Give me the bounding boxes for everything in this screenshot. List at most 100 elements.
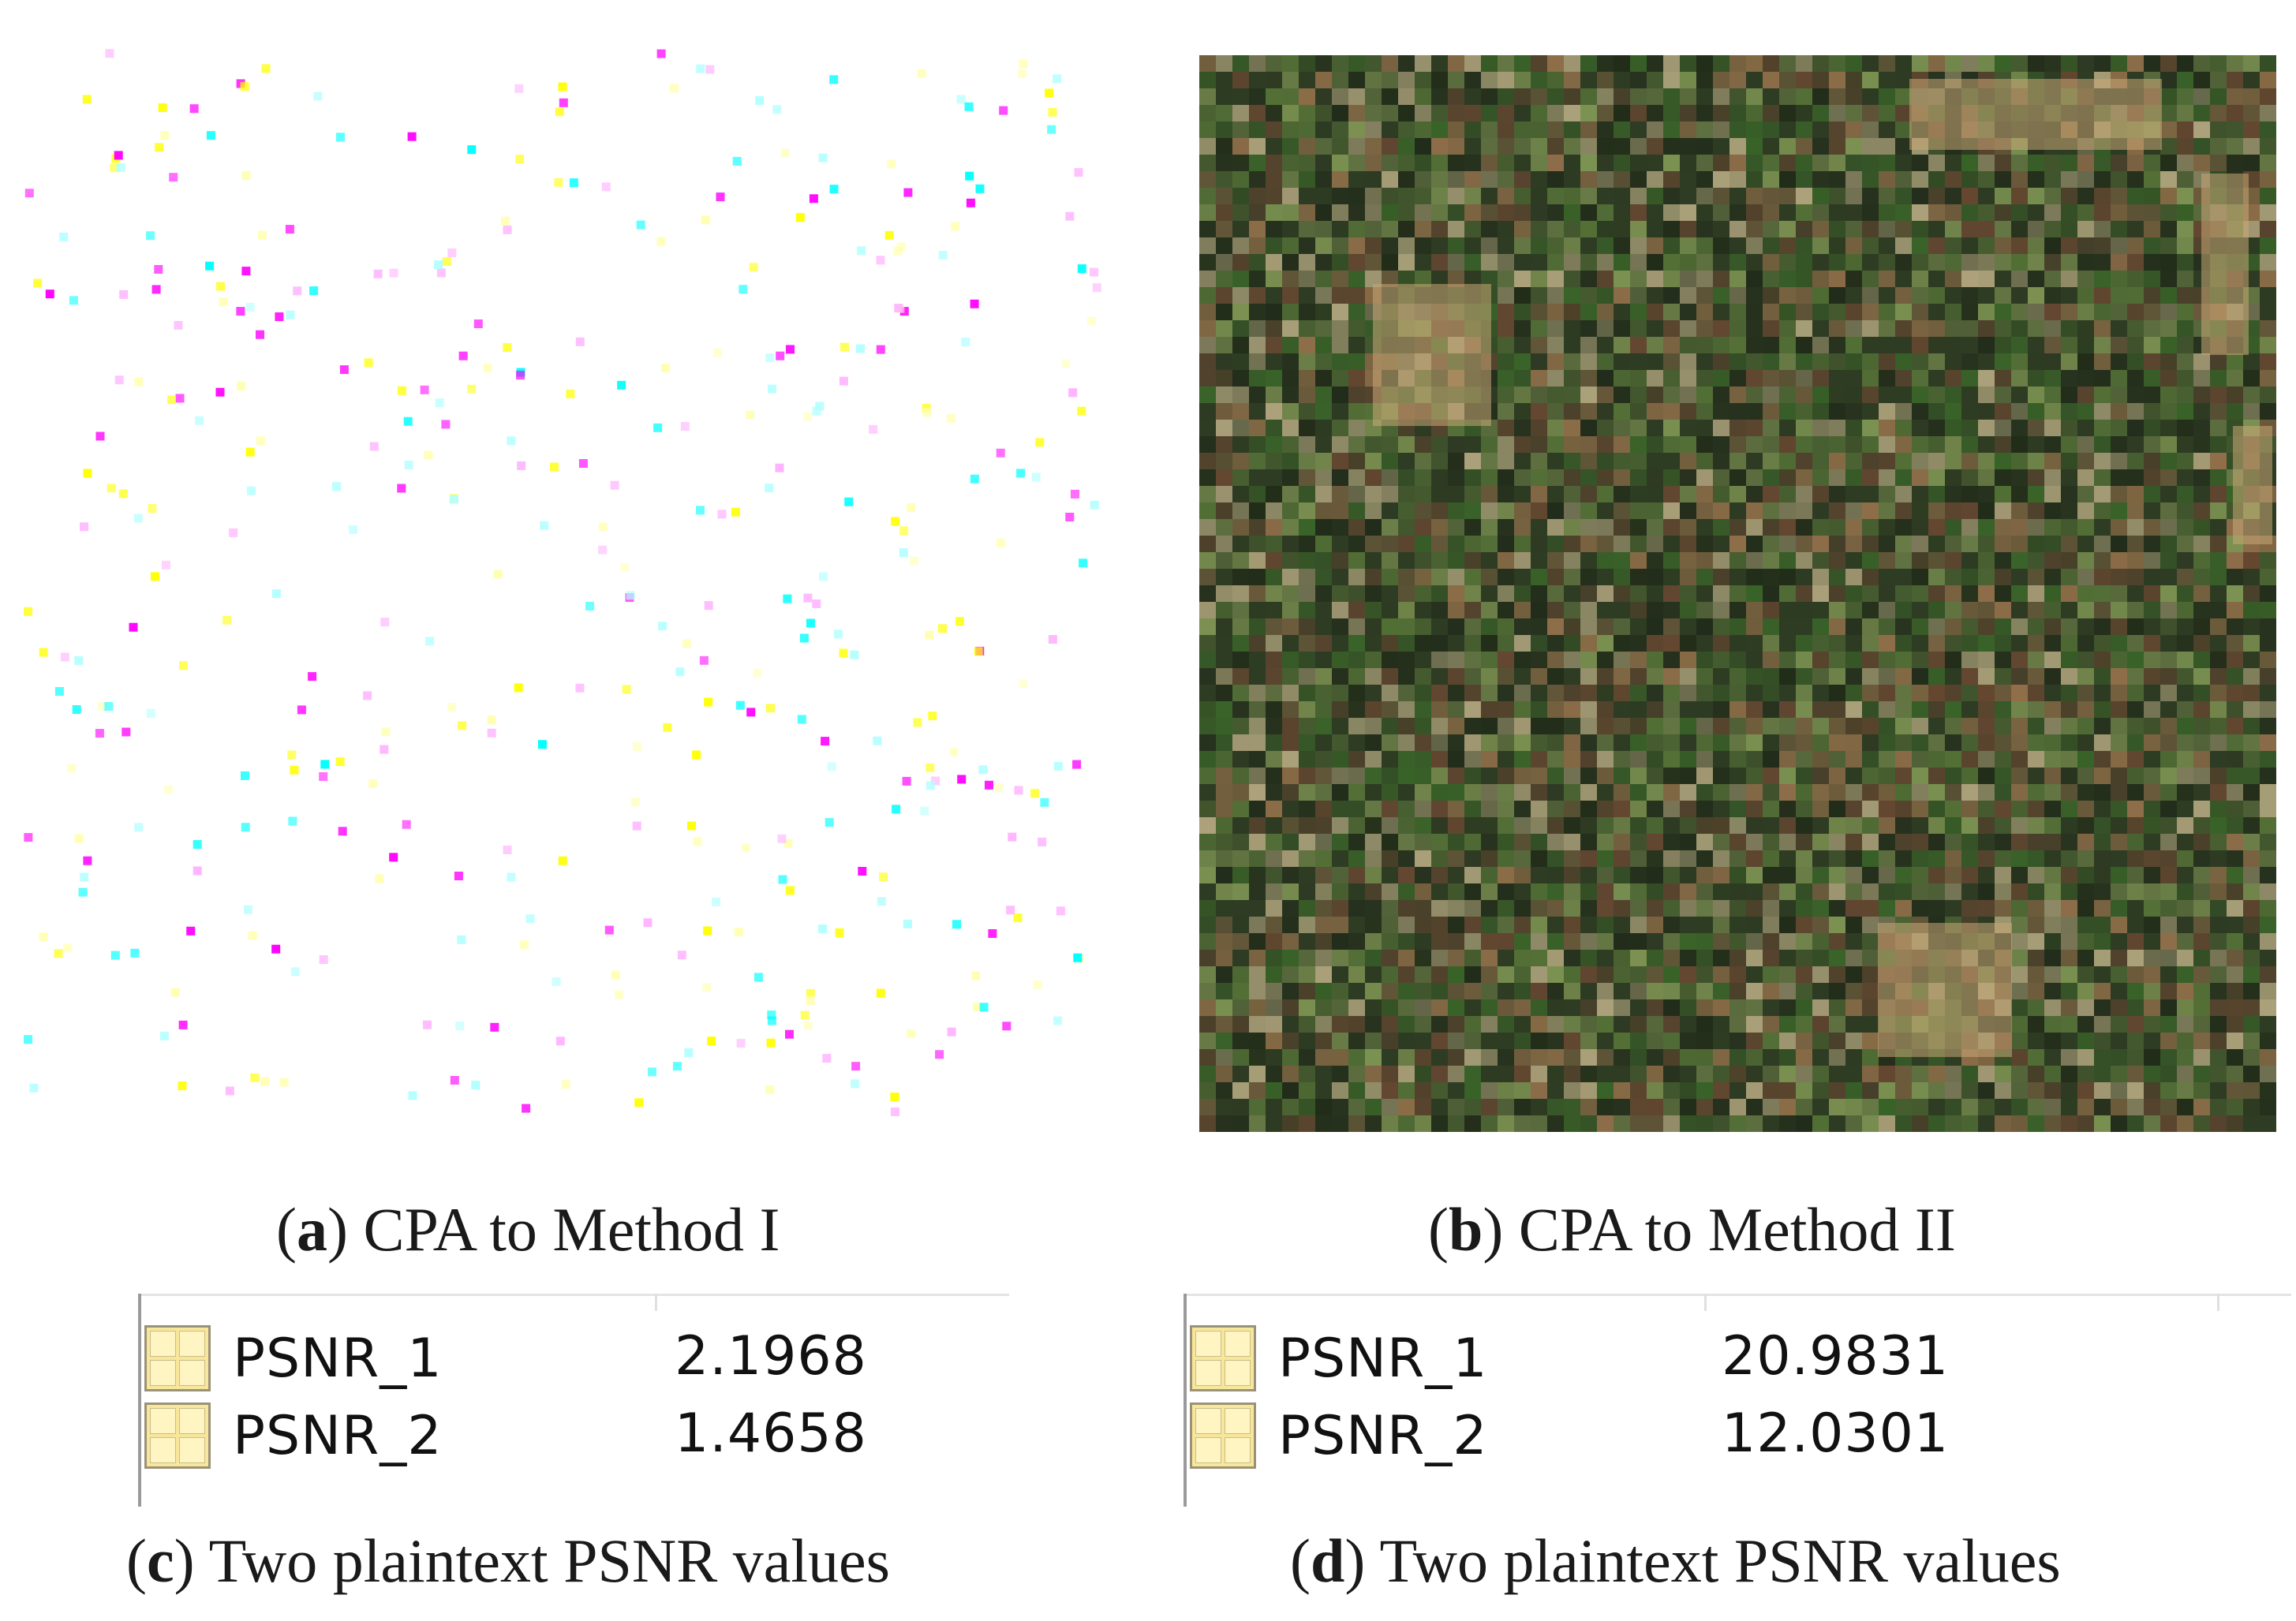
- noise-dot: [179, 661, 188, 670]
- noise-dot: [151, 572, 159, 581]
- noise-dot: [450, 1076, 459, 1085]
- noise-dot: [765, 353, 775, 363]
- noise-dot: [717, 510, 727, 519]
- noise-dot: [884, 230, 894, 240]
- noise-dot: [812, 599, 821, 608]
- noise-dot: [926, 763, 935, 772]
- noise-dot: [160, 131, 170, 140]
- noise-dot: [907, 502, 916, 512]
- cpa-method-2-image: [1199, 55, 2276, 1132]
- noise-dot: [261, 64, 271, 73]
- noise-dot: [24, 1035, 33, 1044]
- noise-dot: [778, 875, 787, 884]
- noise-dot: [753, 668, 762, 678]
- noise-dot: [193, 866, 202, 876]
- noise-dot: [712, 348, 722, 357]
- noise-dot: [146, 231, 155, 241]
- noise-dot: [244, 905, 252, 914]
- noise-dot: [702, 983, 712, 992]
- noise-dot: [119, 289, 129, 299]
- variable-value: 1.4658: [675, 1403, 867, 1465]
- variable-name: PSNR_2: [233, 1404, 443, 1467]
- noise-dot: [891, 1107, 899, 1116]
- noise-dot: [130, 948, 140, 958]
- table-row[interactable]: PSNR_2: [144, 1399, 443, 1472]
- noise-dot: [1053, 1016, 1063, 1025]
- noise-dot: [1074, 168, 1083, 177]
- noise-dot: [83, 856, 92, 865]
- noise-dot: [1065, 513, 1075, 521]
- noise-dot: [471, 1081, 481, 1090]
- noise-dot: [598, 545, 608, 555]
- noise-dot: [308, 672, 317, 682]
- noise-dot: [835, 928, 844, 937]
- noise-dot: [240, 82, 249, 92]
- noise-dot: [514, 84, 524, 93]
- noise-dot: [928, 712, 937, 721]
- noise-dot: [766, 1038, 776, 1048]
- table-row[interactable]: PSNR_1: [1190, 1322, 1488, 1395]
- noise-dot: [772, 105, 782, 114]
- noise-dot: [285, 225, 294, 234]
- psnr-table-d: PSNR_1 20.9831 PSNR_2 12.0301: [1184, 1294, 2296, 1507]
- table-row[interactable]: PSNR_2: [1190, 1399, 1488, 1472]
- noise-dot: [800, 1010, 810, 1020]
- noise-dot: [840, 342, 850, 352]
- noise-dot: [320, 760, 330, 769]
- table-row[interactable]: PSNR_1: [144, 1322, 443, 1395]
- noise-dot: [487, 728, 496, 738]
- noise-dot: [746, 708, 756, 717]
- noise-dot: [72, 705, 81, 714]
- noise-dot: [59, 232, 69, 241]
- noise-dot: [151, 285, 161, 294]
- noise-dot: [271, 589, 281, 599]
- noise-dot: [447, 248, 457, 257]
- noise-dot: [780, 148, 790, 158]
- noise-dot: [705, 65, 715, 74]
- noise-dot: [110, 951, 120, 960]
- noise-dot: [447, 703, 456, 712]
- noise-dot: [522, 1104, 531, 1113]
- noise-dot: [245, 447, 255, 457]
- noise-dot: [107, 484, 116, 493]
- noise-dot: [407, 132, 417, 141]
- table-left-border: [138, 1294, 141, 1507]
- noise-dot: [974, 647, 983, 656]
- noise-dot: [922, 408, 932, 417]
- noise-dot: [1053, 74, 1062, 84]
- noise-dot: [767, 1016, 776, 1025]
- noise-dot: [1048, 107, 1057, 117]
- noise-dot: [82, 95, 92, 104]
- noise-dot: [193, 840, 202, 849]
- noise-dot: [753, 973, 763, 982]
- noise-dot: [219, 297, 228, 307]
- noise-dot: [956, 95, 966, 104]
- noise-dot: [275, 312, 284, 321]
- noise-dot: [425, 637, 435, 646]
- noise-dot: [913, 718, 922, 727]
- noise-dot: [389, 268, 398, 278]
- noise-dot: [80, 872, 89, 882]
- noise-dot: [134, 823, 144, 832]
- noise-dot: [680, 422, 690, 431]
- noise-dot: [677, 951, 686, 960]
- noise-dot: [893, 246, 903, 256]
- noise-dot: [857, 246, 866, 256]
- grid-variable-icon: [144, 1325, 211, 1391]
- noise-dot: [812, 406, 821, 416]
- noise-dot: [288, 816, 297, 826]
- noise-dot: [682, 639, 691, 648]
- noise-dot: [965, 171, 974, 181]
- noise-dot: [1040, 797, 1049, 807]
- noise-dot: [558, 82, 567, 92]
- noise-dot: [955, 617, 964, 626]
- noise-dot: [260, 1077, 269, 1086]
- noise-dot: [693, 837, 702, 846]
- noise-dot: [160, 1031, 169, 1040]
- noise-dot: [578, 459, 588, 468]
- noise-dot: [95, 431, 105, 441]
- noise-dot: [515, 155, 525, 164]
- noise-dot: [851, 1079, 860, 1089]
- noise-dot: [256, 436, 265, 446]
- noise-dot: [696, 506, 705, 515]
